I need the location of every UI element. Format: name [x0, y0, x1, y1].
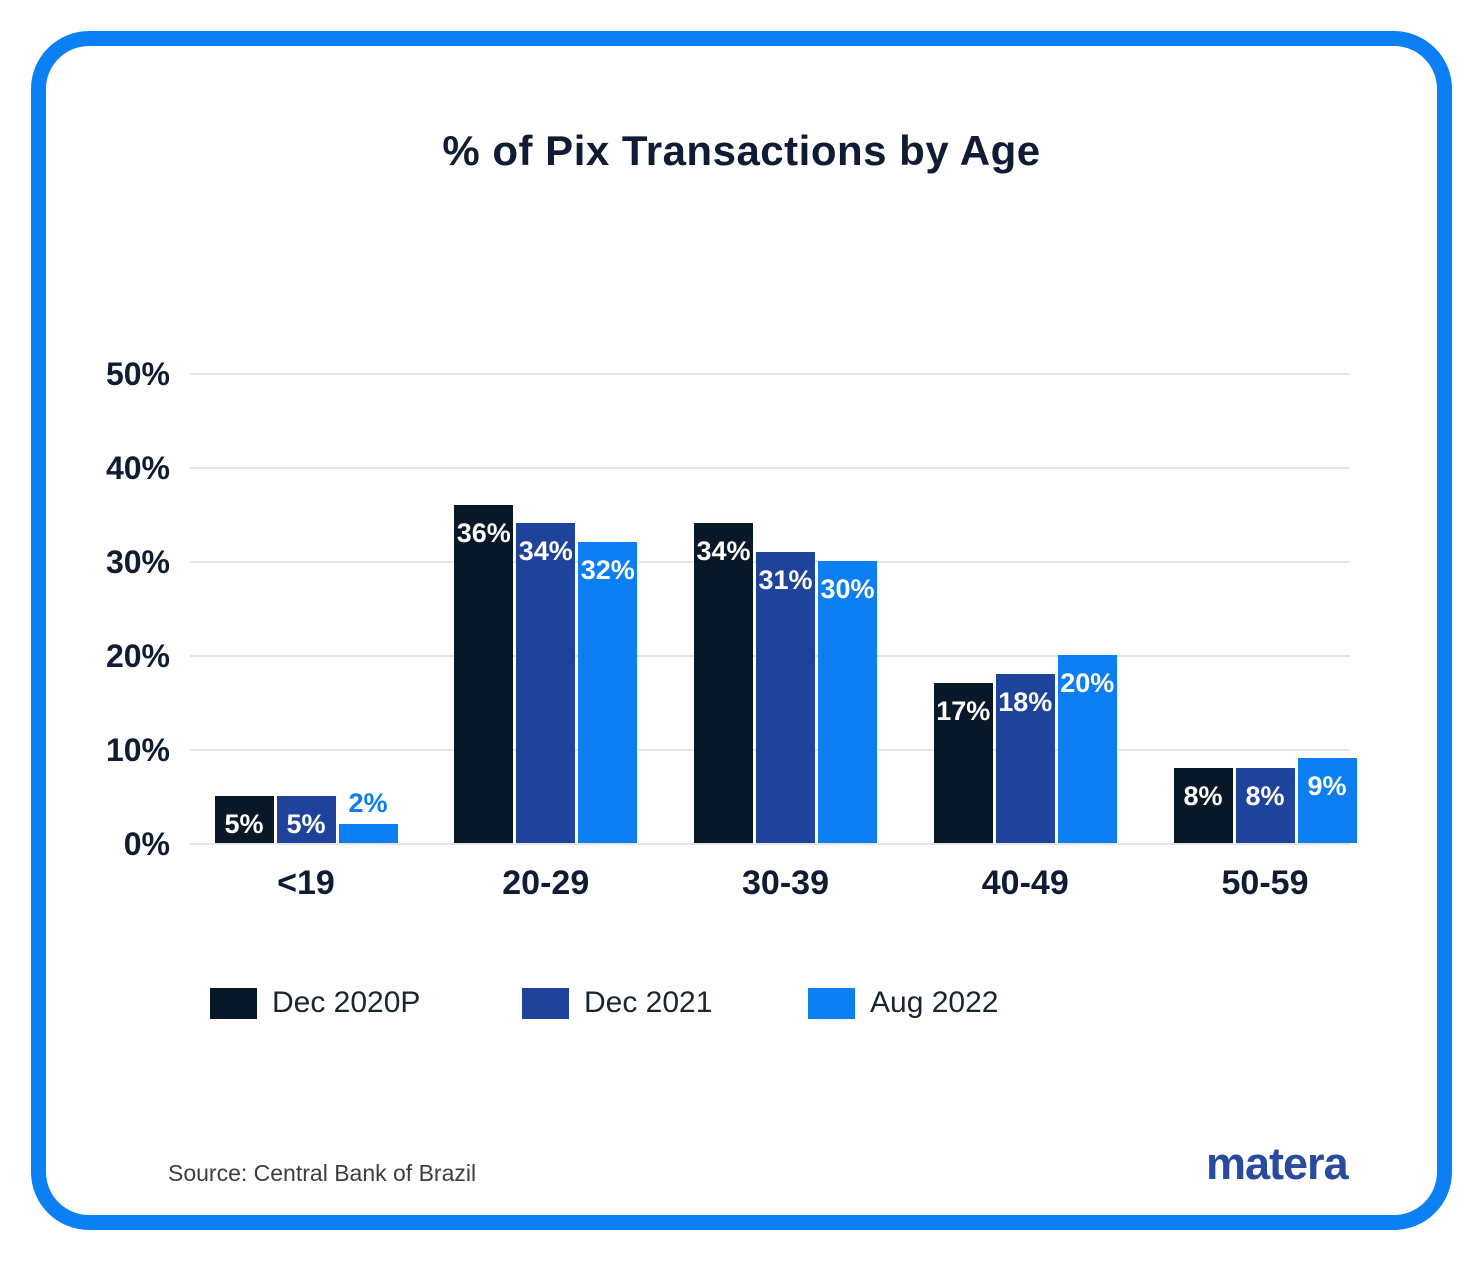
x-axis-category-label: 40-49: [981, 864, 1069, 902]
bar-column: 17%: [933, 683, 993, 843]
bar-value-label: 8%: [1183, 780, 1223, 811]
bar-value-label: 9%: [1307, 771, 1347, 802]
bar: 17%: [933, 683, 993, 843]
bar-column: 34%: [694, 523, 753, 843]
bar: 34%: [694, 523, 753, 843]
bar: 8%: [1173, 767, 1233, 843]
bar-group: 36% 34% 32%: [454, 375, 638, 843]
x-axis-category-label: <19: [277, 864, 335, 902]
bar-value-label: 32%: [580, 555, 635, 586]
bar-column: 5%: [276, 796, 336, 843]
bar-column: 31%: [756, 551, 815, 843]
chart-title: % of Pix Transactions by Age: [442, 127, 1041, 174]
bar-value-label: 5%: [224, 809, 264, 839]
legend-item: Aug 2022: [808, 986, 998, 1020]
bar: 30%: [818, 561, 877, 843]
bar: 20%: [1057, 655, 1117, 843]
bar-column: 9%: [1297, 758, 1357, 843]
bar-column: 32%: [578, 542, 638, 843]
bar-group: 34% 31% 30%: [694, 375, 878, 843]
bar-value-label: 17%: [936, 696, 991, 727]
legend-swatch: [210, 987, 257, 1019]
matera-logo: matera: [1206, 1138, 1349, 1189]
y-axis-tick-label: 20%: [105, 638, 170, 674]
x-axis-category-label: 30-39: [742, 864, 829, 902]
bar-chart-plot-area: 50% 40% 30% 20% 10% 0% 5% 5% 2% <19 36% 34% 32% 20-29…: [106, 356, 1357, 902]
bar-value-label: 34%: [696, 536, 751, 567]
bar: 8%: [1235, 767, 1295, 843]
bar-value-label: 8%: [1245, 780, 1285, 811]
legend-label: Aug 2022: [870, 986, 999, 1019]
bar: 5%: [214, 796, 274, 843]
bar-value-label: 18%: [998, 686, 1053, 717]
y-axis-tick-label: 40%: [105, 450, 170, 486]
bar-column: 8%: [1235, 767, 1295, 843]
gridline: [190, 373, 1350, 375]
bar: 5%: [276, 796, 336, 843]
bar-value-label: 34%: [518, 536, 573, 567]
bar-value-label: 5%: [286, 809, 326, 839]
bar: 34%: [516, 523, 576, 843]
gridline: [190, 843, 1350, 845]
gridline: [190, 467, 1350, 469]
bar-column: 34%: [516, 523, 576, 843]
y-axis-tick-label: 50%: [105, 356, 170, 392]
bar-group: 17% 18% 20%: [933, 375, 1117, 843]
bar-column: 18%: [995, 673, 1055, 843]
bar: 32%: [578, 542, 638, 843]
bar: 9%: [1297, 758, 1357, 843]
y-axis-tick-label: 10%: [105, 732, 170, 768]
chart-legend: Dec 2020P Dec 2021 Aug 2022: [0, 986, 1483, 1020]
bar-value-label: 20%: [1060, 668, 1115, 698]
y-axis-tick-label: 30%: [105, 544, 170, 580]
bar-column: 5%: [214, 796, 274, 843]
bar-value-label: 36%: [456, 517, 511, 548]
bar-column: 20%: [1057, 655, 1117, 843]
y-axis-tick-label: 0%: [123, 826, 170, 862]
bar-value-label: 31%: [758, 564, 813, 595]
legend-label: Dec 2020P: [272, 986, 421, 1019]
bar: 36%: [454, 504, 514, 843]
bar-group: 8% 8% 9%: [1173, 375, 1357, 843]
legend-swatch: [522, 987, 569, 1019]
bar-value-label: 2%: [348, 788, 388, 819]
bar: 18%: [995, 673, 1055, 843]
legend-item: Dec 2020P: [210, 986, 420, 1020]
x-axis-category-label: 50-59: [1221, 864, 1309, 902]
card-border-frame: [31, 31, 1452, 1230]
bar-group: 5% 5% 2%: [214, 375, 398, 843]
bar-column: 30%: [818, 561, 877, 843]
x-axis-category-label: 20-29: [502, 864, 590, 902]
source-note: Source: Central Bank of Brazil: [168, 1160, 477, 1186]
bar-value-label: 30%: [820, 574, 875, 604]
legend-item: Dec 2021: [522, 986, 712, 1020]
bar: 31%: [756, 551, 815, 843]
legend-label: Dec 2021: [584, 986, 713, 1019]
bar-column: 8%: [1173, 767, 1233, 843]
bar-column: 2%: [338, 788, 398, 843]
bar: [338, 824, 398, 843]
legend-swatch: [808, 987, 855, 1019]
bar-column: 36%: [454, 504, 514, 843]
